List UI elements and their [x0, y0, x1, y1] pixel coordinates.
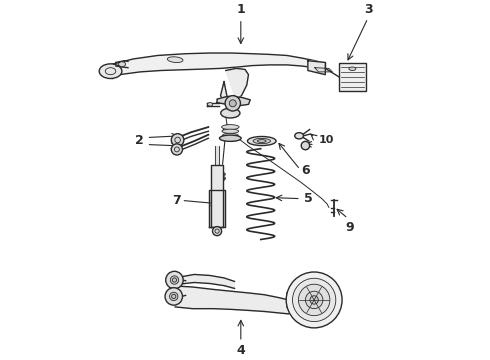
- Circle shape: [225, 96, 241, 111]
- Text: 2: 2: [135, 134, 144, 147]
- Ellipse shape: [207, 103, 213, 106]
- FancyBboxPatch shape: [339, 63, 366, 91]
- Polygon shape: [217, 96, 250, 106]
- Polygon shape: [308, 61, 325, 75]
- Polygon shape: [209, 190, 225, 226]
- Circle shape: [166, 271, 183, 289]
- Circle shape: [301, 141, 310, 150]
- Circle shape: [170, 292, 178, 301]
- Circle shape: [172, 134, 184, 146]
- Circle shape: [229, 100, 236, 107]
- Polygon shape: [179, 274, 235, 288]
- Polygon shape: [215, 146, 219, 166]
- Circle shape: [172, 144, 182, 155]
- Ellipse shape: [222, 129, 239, 133]
- Text: 10: 10: [318, 135, 334, 145]
- Text: 3: 3: [365, 3, 373, 16]
- Ellipse shape: [222, 133, 238, 138]
- Ellipse shape: [220, 135, 241, 141]
- Ellipse shape: [247, 136, 276, 145]
- Text: 7: 7: [172, 194, 181, 207]
- Polygon shape: [315, 68, 332, 72]
- Circle shape: [310, 296, 318, 304]
- Circle shape: [286, 272, 342, 328]
- Ellipse shape: [167, 57, 183, 63]
- Ellipse shape: [99, 64, 122, 78]
- Text: 6: 6: [301, 164, 310, 177]
- Text: 1: 1: [237, 3, 245, 16]
- Ellipse shape: [119, 62, 125, 67]
- Ellipse shape: [221, 125, 239, 130]
- Circle shape: [305, 291, 323, 309]
- Text: 5: 5: [304, 192, 313, 205]
- Polygon shape: [112, 53, 325, 78]
- Polygon shape: [175, 286, 289, 314]
- Circle shape: [213, 226, 221, 236]
- Ellipse shape: [253, 138, 270, 144]
- Text: 8: 8: [217, 171, 225, 184]
- Text: 4: 4: [237, 344, 245, 357]
- Circle shape: [298, 284, 330, 316]
- Circle shape: [165, 288, 182, 305]
- Ellipse shape: [220, 108, 240, 118]
- Polygon shape: [220, 68, 248, 104]
- Ellipse shape: [257, 140, 266, 143]
- Ellipse shape: [349, 67, 356, 71]
- Ellipse shape: [295, 132, 303, 139]
- Text: 9: 9: [345, 221, 354, 234]
- Circle shape: [293, 278, 336, 321]
- Polygon shape: [212, 166, 222, 226]
- Circle shape: [170, 276, 179, 284]
